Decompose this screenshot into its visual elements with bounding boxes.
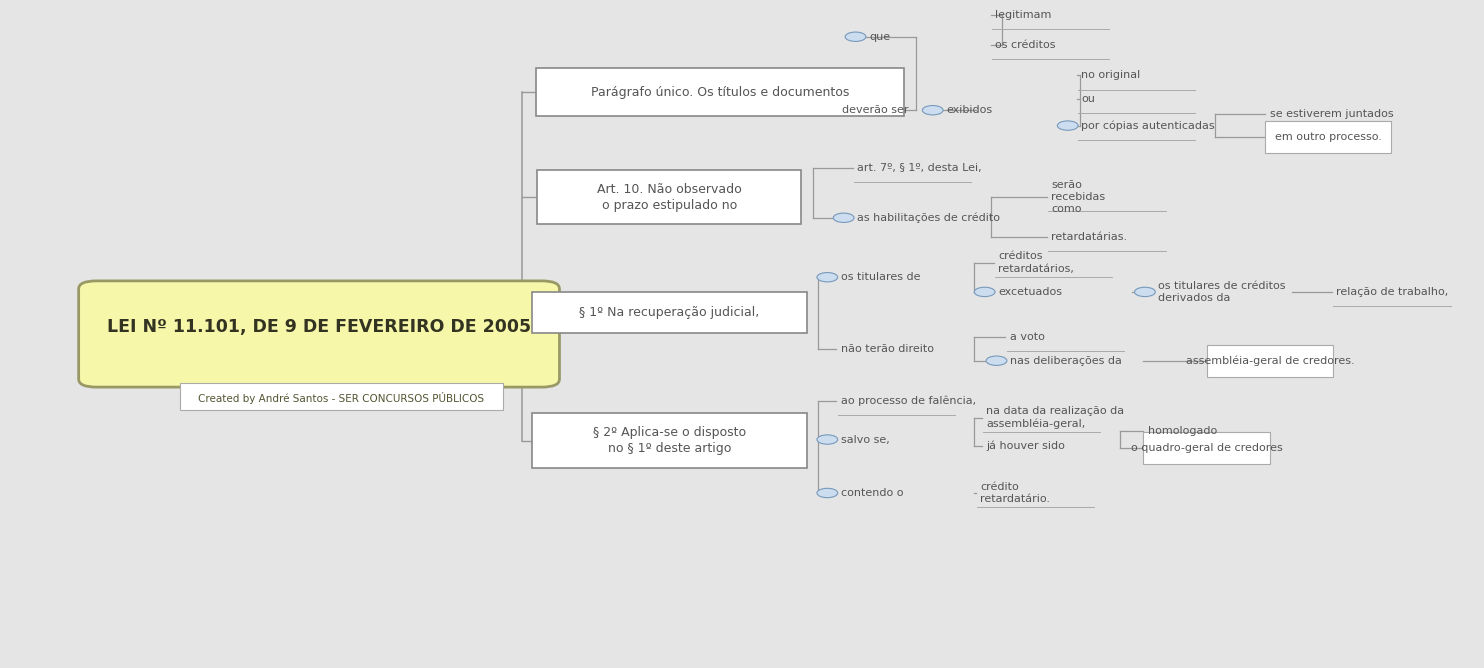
Text: excetuados: excetuados — [999, 287, 1063, 297]
Circle shape — [816, 435, 838, 444]
Text: serão
recebidas
como: serão recebidas como — [1051, 180, 1106, 214]
Circle shape — [834, 213, 855, 222]
Text: as habilitações de crédito: as habilitações de crédito — [858, 212, 1000, 223]
Text: que: que — [870, 32, 890, 41]
Circle shape — [816, 273, 838, 282]
Text: ao processo de falência,: ao processo de falência, — [840, 395, 976, 406]
Text: os créditos: os créditos — [994, 41, 1055, 50]
FancyBboxPatch shape — [180, 383, 503, 410]
FancyBboxPatch shape — [1266, 121, 1392, 153]
Text: § 2º Aplica-se o disposto
no § 1º deste artigo: § 2º Aplica-se o disposto no § 1º deste … — [592, 426, 746, 456]
Text: art. 7º, § 1º, desta Lei,: art. 7º, § 1º, desta Lei, — [858, 164, 981, 173]
Text: salvo se,: salvo se, — [840, 435, 889, 444]
Circle shape — [1058, 121, 1077, 130]
Text: homologado: homologado — [1149, 426, 1217, 436]
Text: créditos
retardatários,: créditos retardatários, — [999, 251, 1074, 274]
Text: Art. 10. Não observado
o prazo estipulado no: Art. 10. Não observado o prazo estipulad… — [597, 182, 742, 212]
Text: ou: ou — [1080, 94, 1095, 104]
Text: os titulares de créditos
derivados da: os titulares de créditos derivados da — [1158, 281, 1285, 303]
FancyBboxPatch shape — [533, 292, 807, 333]
Text: Created by André Santos - SER CONCURSOS PÚBLICOS: Created by André Santos - SER CONCURSOS … — [199, 392, 484, 403]
FancyBboxPatch shape — [537, 170, 801, 224]
FancyBboxPatch shape — [533, 413, 807, 468]
Text: § 1º Na recuperação judicial,: § 1º Na recuperação judicial, — [579, 306, 760, 319]
Text: LEI Nº 11.101, DE 9 DE FEVEREIRO DE 2005: LEI Nº 11.101, DE 9 DE FEVEREIRO DE 2005 — [107, 319, 531, 336]
Text: deverão ser: deverão ser — [843, 106, 908, 115]
Text: na data da realização da
assembléia-geral,: na data da realização da assembléia-gera… — [985, 406, 1125, 429]
Text: a voto: a voto — [1009, 333, 1045, 342]
Text: legitimam: legitimam — [994, 10, 1051, 19]
Text: crédito
retardatário.: crédito retardatário. — [981, 482, 1051, 504]
Text: os titulares de: os titulares de — [840, 273, 920, 282]
FancyBboxPatch shape — [79, 281, 559, 387]
FancyBboxPatch shape — [1208, 345, 1334, 377]
Text: exibidos: exibidos — [947, 106, 993, 115]
Circle shape — [1135, 287, 1155, 297]
Text: em outro processo.: em outro processo. — [1275, 132, 1382, 142]
Text: assembléia-geral de credores.: assembléia-geral de credores. — [1186, 355, 1355, 366]
Text: no original: no original — [1080, 71, 1140, 80]
Circle shape — [985, 356, 1006, 365]
Text: se estiverem juntados: se estiverem juntados — [1270, 109, 1393, 118]
Text: retardatárias.: retardatárias. — [1051, 232, 1128, 242]
Circle shape — [816, 488, 838, 498]
Circle shape — [923, 106, 944, 115]
Circle shape — [846, 32, 867, 41]
FancyBboxPatch shape — [1144, 432, 1269, 464]
FancyBboxPatch shape — [536, 68, 904, 116]
Text: Parágrafo único. Os títulos e documentos: Parágrafo único. Os títulos e documentos — [591, 86, 849, 99]
Text: relação de trabalho,: relação de trabalho, — [1336, 287, 1448, 297]
Circle shape — [974, 287, 996, 297]
Text: por cópias autenticadas: por cópias autenticadas — [1080, 120, 1215, 131]
Text: o quadro-geral de credores: o quadro-geral de credores — [1131, 443, 1282, 452]
Text: já houver sido: já houver sido — [985, 440, 1066, 451]
Text: não terão direito: não terão direito — [840, 344, 933, 353]
Text: contendo o: contendo o — [840, 488, 904, 498]
Text: nas deliberações da: nas deliberações da — [1009, 356, 1122, 365]
